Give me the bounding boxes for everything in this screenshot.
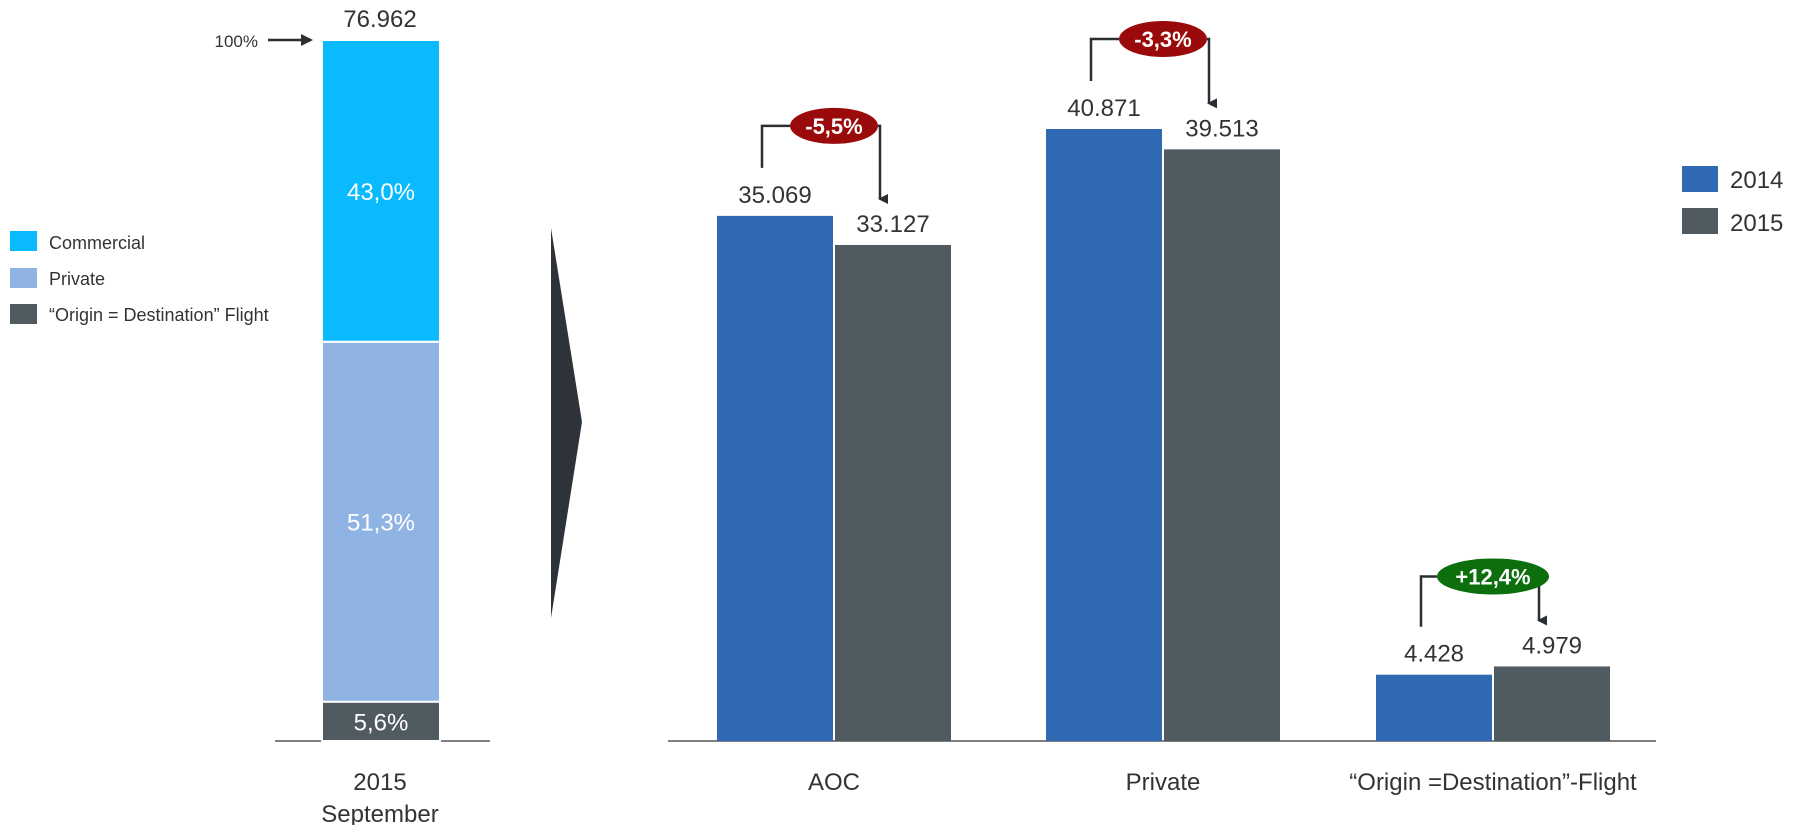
stack-segment-label-commercial: 43,0% xyxy=(347,179,415,206)
bar-origin-destination-flight-2015 xyxy=(1494,666,1610,741)
transition-chevron-shape xyxy=(551,228,582,618)
legend-swatch-2014 xyxy=(1682,166,1718,192)
stack-segment-label-private: 51,3% xyxy=(347,510,415,537)
legend-label-ood: “Origin = Destination” Flight xyxy=(49,305,269,325)
bar-value-label-aoc-2015: 33.127 xyxy=(856,211,929,238)
change-bracket-left xyxy=(1089,37,1119,81)
bar-private-2014 xyxy=(1046,129,1162,741)
legend-swatch-private xyxy=(10,268,37,288)
legend-label-commercial: Commercial xyxy=(49,233,145,253)
bar-value-label-aoc-2014: 35.069 xyxy=(738,182,811,209)
stack-segment-ood xyxy=(321,700,441,743)
bar-aoc-2015 xyxy=(835,244,951,742)
change-bracket-left xyxy=(760,124,790,168)
legend-label-2014: 2014 xyxy=(1730,167,1783,194)
change-badge-label: +12,4% xyxy=(1455,564,1530,589)
category-label-aoc: AOC xyxy=(808,769,860,796)
legend-swatch-commercial xyxy=(10,231,37,251)
legend-swatch-2015 xyxy=(1682,208,1718,234)
bar-value-label-private-2015: 39.513 xyxy=(1185,115,1258,142)
stack-segment-commercial xyxy=(321,39,441,343)
change-badge-label: -5,5% xyxy=(805,114,862,139)
change-arrow xyxy=(1207,37,1217,109)
stack-segment-label-ood: 5,6% xyxy=(354,709,409,736)
stacked-category-line-2: September xyxy=(321,801,438,825)
legend-label-private: Private xyxy=(49,269,105,289)
category-label-origin-destination-flight: “Origin =Destination”-Flight xyxy=(1349,769,1637,796)
grouped-legend: 2014 2015 xyxy=(1682,166,1783,237)
change-badge xyxy=(790,107,878,144)
stacked-chart: 2015 September 76.962 100% 5,6% 51,3% 43,0… xyxy=(215,6,490,825)
legend-swatch-ood xyxy=(10,304,37,324)
change-annotation-1: -5,5% xyxy=(760,107,888,204)
bar-value-label-origin-destination-flight-2015: 4.979 xyxy=(1522,632,1582,659)
stacked-category-line-1: 2015 xyxy=(353,769,406,796)
category-label-private: Private xyxy=(1126,769,1201,796)
stacked-legend: Commercial Private “Origin = Destination… xyxy=(10,231,269,325)
bar-origin-destination-flight-2014 xyxy=(1376,674,1492,741)
change-badge-label: -3,3% xyxy=(1134,27,1191,52)
legend-label-2015: 2015 xyxy=(1730,210,1783,237)
bar-private-2015 xyxy=(1164,149,1280,742)
change-arrow xyxy=(878,124,888,204)
change-bracket-left xyxy=(1419,575,1437,627)
stacked-total-label: 76.962 xyxy=(343,6,416,33)
change-badge xyxy=(1437,558,1549,595)
change-badge xyxy=(1119,21,1207,57)
bar-value-label-private-2014: 40.871 xyxy=(1067,95,1140,122)
change-annotation-2: -3,3% xyxy=(1089,21,1217,109)
grouped-chart: 35.069 33.127 40.871 39.513 4.428 4.979 AOC Pr… xyxy=(668,21,1656,796)
bar-value-label-origin-destination-flight-2014: 4.428 xyxy=(1404,641,1464,668)
bar-aoc-2014 xyxy=(717,215,833,742)
hundred-percent-label: 100% xyxy=(215,32,258,51)
change-annotation-3: +12,4% xyxy=(1419,558,1549,627)
